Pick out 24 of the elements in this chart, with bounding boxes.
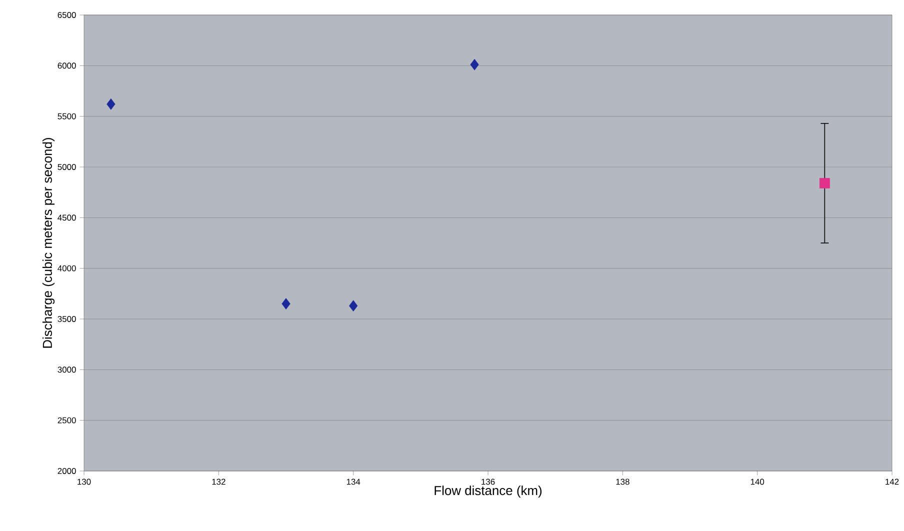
y-tick-label: 2000 <box>58 468 76 474</box>
point <box>282 298 290 310</box>
x-tick-label: 132 <box>212 478 226 485</box>
point <box>470 58 479 70</box>
point <box>106 98 116 110</box>
x-axis-title: Flow distance (km) <box>434 486 542 498</box>
point <box>819 178 830 188</box>
x-tick-label: 136 <box>482 478 495 485</box>
y-tick-label: 3500 <box>58 316 76 322</box>
y-tick-label: 4000 <box>58 265 76 272</box>
x-tick-label: 140 <box>750 478 764 485</box>
point <box>349 300 358 312</box>
y-tick-label: 5000 <box>58 164 76 170</box>
x-tick-label: 138 <box>616 478 630 485</box>
y-tick-label: 2500 <box>58 417 76 424</box>
y-tick-label: 4500 <box>58 214 76 221</box>
x-tick-label: 134 <box>346 478 360 485</box>
x-tick-label: 130 <box>78 478 91 485</box>
y-tick-label: 6000 <box>58 62 76 69</box>
x-tick-label: 142 <box>886 478 899 485</box>
y-axis-title: Discharge (cubic meters per second) <box>42 138 55 348</box>
y-tick-label: 5500 <box>58 113 76 120</box>
y-tick-label: 3000 <box>58 366 76 373</box>
y-tick-label: 6500 <box>58 12 76 18</box>
